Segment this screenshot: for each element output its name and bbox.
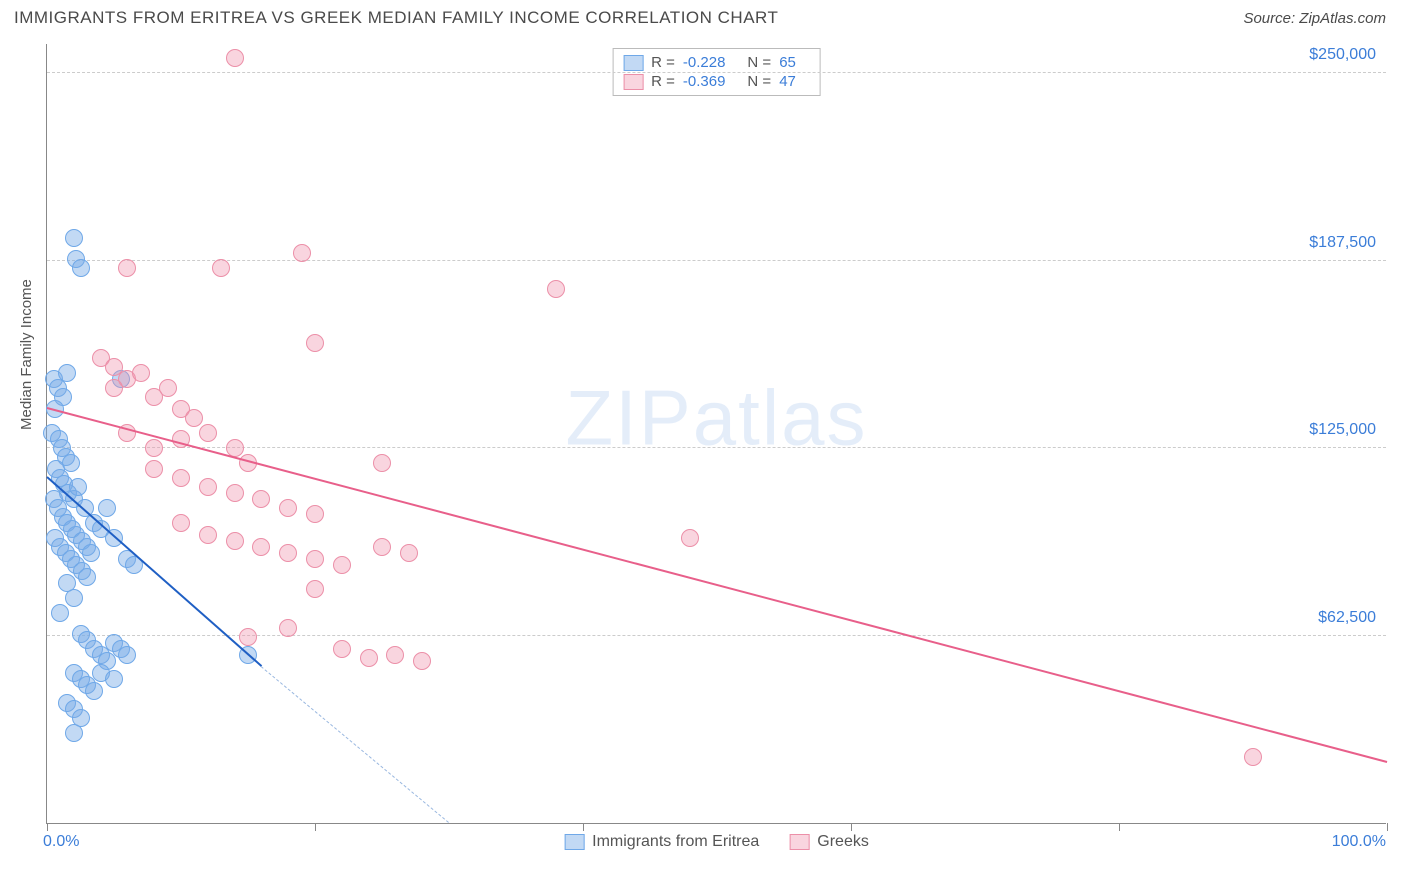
data-point	[51, 604, 69, 622]
gridline	[47, 260, 1386, 261]
data-point	[199, 424, 217, 442]
data-point	[413, 652, 431, 670]
x-tick	[1387, 823, 1388, 831]
data-point	[226, 49, 244, 67]
data-point	[373, 538, 391, 556]
swatch-eritrea-icon	[564, 834, 584, 850]
data-point	[82, 544, 100, 562]
data-point	[306, 550, 324, 568]
y-tick-label: $250,000	[1309, 46, 1376, 64]
data-point	[547, 280, 565, 298]
data-point	[1244, 748, 1262, 766]
trend-line	[261, 666, 449, 823]
scatter-chart: ZIPatlas R = -0.228 N = 65 R = -0.369 N …	[46, 44, 1386, 824]
data-point	[69, 478, 87, 496]
data-point	[105, 670, 123, 688]
data-point	[145, 460, 163, 478]
data-point	[185, 409, 203, 427]
legend-item-eritrea: Immigrants from Eritrea	[564, 833, 759, 851]
x-tick-label: 100.0%	[1332, 833, 1386, 851]
data-point	[239, 628, 257, 646]
x-tick-label: 0.0%	[43, 833, 79, 851]
data-point	[252, 538, 270, 556]
data-point	[226, 484, 244, 502]
data-point	[78, 568, 96, 586]
data-point	[58, 364, 76, 382]
data-point	[172, 514, 190, 532]
data-point	[279, 499, 297, 517]
chart-title: IMMIGRANTS FROM ERITREA VS GREEK MEDIAN …	[14, 8, 778, 28]
data-point	[306, 580, 324, 598]
legend-row-eritrea: R = -0.228 N = 65	[623, 53, 810, 72]
y-tick-label: $187,500	[1309, 234, 1376, 252]
data-point	[212, 259, 230, 277]
data-point	[65, 589, 83, 607]
legend-row-greeks: R = -0.369 N = 47	[623, 72, 810, 91]
data-point	[65, 229, 83, 247]
data-point	[306, 505, 324, 523]
data-point	[279, 619, 297, 637]
x-tick	[1119, 823, 1120, 831]
data-point	[118, 259, 136, 277]
data-point	[72, 259, 90, 277]
data-point	[681, 529, 699, 547]
data-point	[306, 334, 324, 352]
data-point	[159, 379, 177, 397]
data-point	[105, 379, 123, 397]
legend-label: Immigrants from Eritrea	[592, 833, 759, 851]
x-tick	[583, 823, 584, 831]
source-attribution: Source: ZipAtlas.com	[1243, 10, 1386, 27]
data-point	[226, 532, 244, 550]
series-legend: Immigrants from Eritrea Greeks	[564, 833, 869, 851]
data-point	[199, 526, 217, 544]
legend-label: Greeks	[817, 833, 869, 851]
watermark: ZIPatlas	[565, 372, 867, 463]
data-point	[145, 439, 163, 457]
data-point	[333, 640, 351, 658]
data-point	[172, 469, 190, 487]
data-point	[293, 244, 311, 262]
data-point	[65, 724, 83, 742]
gridline	[47, 72, 1386, 73]
data-point	[252, 490, 270, 508]
x-tick	[851, 823, 852, 831]
x-tick	[47, 823, 48, 831]
data-point	[360, 649, 378, 667]
gridline	[47, 447, 1386, 448]
x-tick	[315, 823, 316, 831]
y-axis-label: Median Family Income	[18, 279, 35, 430]
y-tick-label: $125,000	[1309, 421, 1376, 439]
swatch-eritrea	[623, 55, 643, 71]
data-point	[333, 556, 351, 574]
swatch-greeks-icon	[789, 834, 809, 850]
data-point	[373, 454, 391, 472]
legend-item-greeks: Greeks	[789, 833, 869, 851]
data-point	[118, 646, 136, 664]
swatch-greeks	[623, 74, 643, 90]
trend-line	[47, 407, 1388, 763]
data-point	[386, 646, 404, 664]
data-point	[85, 682, 103, 700]
y-tick-label: $62,500	[1318, 609, 1376, 627]
data-point	[199, 478, 217, 496]
data-point	[279, 544, 297, 562]
data-point	[400, 544, 418, 562]
data-point	[132, 364, 150, 382]
data-point	[98, 499, 116, 517]
